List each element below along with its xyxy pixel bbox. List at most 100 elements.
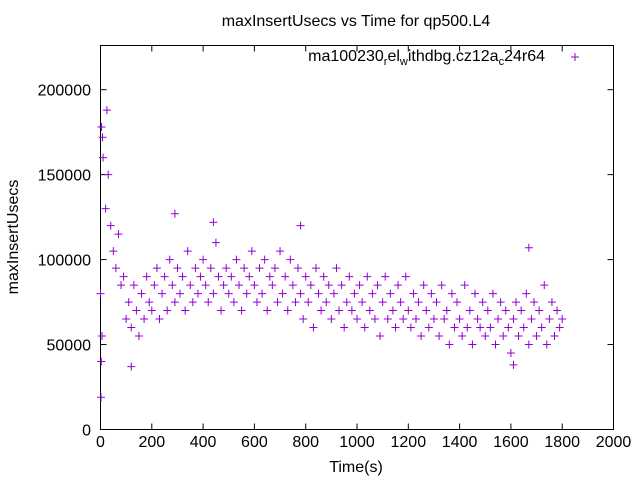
legend-marker-plus-icon — [571, 53, 579, 61]
data-point — [268, 281, 277, 290]
data-point — [301, 272, 310, 281]
data-point — [222, 264, 231, 273]
data-point — [465, 306, 474, 315]
data-point — [463, 323, 472, 332]
x-tick-label: 1800 — [544, 434, 580, 451]
data-point — [422, 306, 431, 315]
data-point — [240, 264, 249, 273]
data-point — [99, 153, 108, 162]
data-point — [183, 247, 192, 256]
data-point — [317, 306, 326, 315]
data-point — [170, 298, 179, 307]
data-point — [227, 272, 236, 281]
data-point — [432, 298, 441, 307]
data-point — [427, 289, 436, 298]
data-point — [252, 298, 261, 307]
data-point — [178, 272, 187, 281]
data-point — [214, 272, 223, 281]
data-point — [245, 272, 254, 281]
data-point — [435, 332, 444, 341]
data-point — [196, 272, 205, 281]
data-point — [365, 306, 374, 315]
data-point — [491, 340, 500, 349]
data-point — [488, 289, 497, 298]
data-point — [501, 306, 510, 315]
data-point — [309, 323, 318, 332]
data-point — [294, 264, 303, 273]
data-point — [193, 289, 202, 298]
data-point — [142, 272, 151, 281]
data-point — [260, 255, 269, 264]
data-point — [470, 289, 479, 298]
data-point — [386, 289, 395, 298]
data-point — [219, 281, 228, 290]
data-point — [499, 332, 508, 341]
data-point — [532, 332, 541, 341]
x-tick-label: 2000 — [596, 434, 632, 451]
data-point — [102, 106, 111, 115]
data-point — [555, 323, 564, 332]
data-point — [160, 272, 169, 281]
data-point — [542, 340, 551, 349]
data-point — [473, 315, 482, 324]
data-point — [373, 281, 382, 290]
data-point — [98, 332, 107, 341]
data-point — [304, 298, 313, 307]
data-point — [363, 272, 372, 281]
data-point — [335, 306, 344, 315]
data-point — [106, 221, 115, 230]
data-point — [483, 306, 492, 315]
data-point — [535, 306, 544, 315]
data-point — [288, 281, 297, 290]
data-point — [170, 209, 179, 218]
data-point — [163, 306, 172, 315]
data-points — [96, 106, 567, 402]
data-point — [140, 315, 149, 324]
data-point — [181, 306, 190, 315]
y-tick-label: 150000 — [38, 168, 91, 185]
data-point — [232, 255, 241, 264]
data-point — [440, 315, 449, 324]
data-point — [270, 264, 279, 273]
data-point — [545, 315, 554, 324]
data-point — [550, 332, 559, 341]
data-point — [494, 315, 503, 324]
data-point — [358, 298, 367, 307]
data-point — [453, 298, 462, 307]
x-tick-label: 1200 — [391, 434, 427, 451]
data-point — [450, 323, 459, 332]
data-point — [396, 298, 405, 307]
data-point — [540, 281, 549, 290]
data-point — [255, 264, 264, 273]
data-point — [476, 323, 485, 332]
data-point — [486, 323, 495, 332]
data-point — [537, 323, 546, 332]
data-point — [547, 298, 556, 307]
data-point — [324, 281, 333, 290]
data-point — [150, 281, 159, 290]
data-point — [217, 306, 226, 315]
data-point — [247, 247, 256, 256]
data-point — [522, 289, 531, 298]
data-point — [332, 264, 341, 273]
y-tick-label: 100000 — [38, 253, 91, 270]
data-point — [406, 323, 415, 332]
data-point — [378, 298, 387, 307]
data-point — [424, 323, 433, 332]
axis-ticks: 0 200 400 600 800 1000 1200 1400 1600 1800 2000 0 50… — [38, 45, 632, 451]
data-point — [445, 340, 454, 349]
data-point — [97, 123, 106, 132]
data-point — [152, 264, 161, 273]
data-point — [104, 170, 113, 179]
data-point — [199, 255, 208, 264]
data-point — [111, 264, 120, 273]
data-point — [201, 281, 210, 290]
data-point — [283, 306, 292, 315]
data-point — [394, 281, 403, 290]
data-point — [191, 264, 200, 273]
data-point — [429, 315, 438, 324]
data-point — [512, 298, 521, 307]
plot-border — [100, 45, 614, 430]
data-point — [458, 332, 467, 341]
data-point — [347, 306, 356, 315]
